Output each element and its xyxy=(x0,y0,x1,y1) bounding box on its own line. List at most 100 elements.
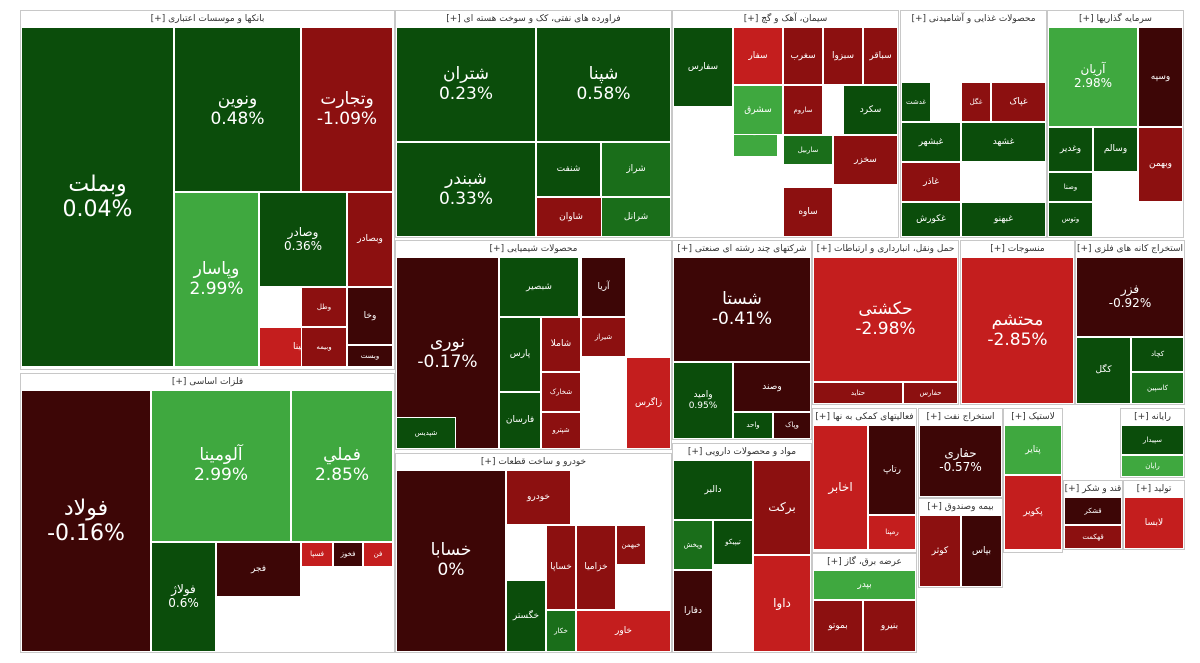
sector-header[interactable]: لاستیک [+] xyxy=(1004,409,1062,425)
tile-rubber-0[interactable]: پتایر xyxy=(1004,425,1062,475)
tile-chem-4[interactable]: شیراز xyxy=(581,317,626,357)
tile-cement-10[interactable]: سکرد xyxy=(843,85,898,135)
tile-food-7[interactable]: غبهنو xyxy=(961,202,1046,237)
tile-banks-2[interactable]: وتجارت -1.09% xyxy=(301,27,393,192)
tile-oil-6[interactable]: شنفت xyxy=(536,142,601,197)
tile-pharma-2[interactable]: تیپیکو xyxy=(713,520,753,565)
tile-pharma-4[interactable]: دفارا xyxy=(673,570,713,652)
tile-metals-1[interactable]: آلومينا 2.99% xyxy=(151,390,291,542)
tile-invest-0[interactable]: آریان 2.98% xyxy=(1048,27,1138,127)
tile-banks-5[interactable]: وبصادر xyxy=(347,192,393,287)
tile-oil-5[interactable]: شرانل xyxy=(601,197,671,237)
tile-metals-0[interactable]: فولاد -0.16% xyxy=(21,390,151,652)
tile-cement-7[interactable]: ساربیل xyxy=(783,135,833,165)
tile-sugar-1[interactable]: قهکمت xyxy=(1064,525,1122,549)
tile-telecom-2[interactable]: رمپنا xyxy=(868,515,916,550)
sector-header[interactable]: محصولات شیمیایی [+] xyxy=(396,241,671,257)
sector-header[interactable]: حمل ونقل، انبارداری و ارتباطات [+] xyxy=(813,241,958,257)
tile-telecom-1[interactable]: رتاپ xyxy=(868,425,916,515)
tile-invest-6[interactable]: وتوس xyxy=(1048,202,1093,237)
tile-metals-6[interactable]: فخوز xyxy=(333,542,363,567)
tile-food-0[interactable]: غگل xyxy=(961,82,991,122)
tile-chem-9[interactable]: شپترو xyxy=(541,412,581,449)
tile-banks-7[interactable]: وطل xyxy=(301,287,347,327)
tile-pharma-1[interactable]: برکت xyxy=(753,460,811,555)
tile-insurance-0[interactable]: کوثر xyxy=(919,515,961,587)
tile-multi-3[interactable]: وپاک xyxy=(773,412,811,439)
tile-chem-6[interactable]: شخارک xyxy=(541,372,581,412)
tile-oil-1[interactable]: شپنا 0.58% xyxy=(536,27,671,142)
sector-header[interactable]: منسوجات [+] xyxy=(961,241,1074,257)
tile-appliance-0[interactable]: لابسا xyxy=(1124,497,1184,549)
tile-metals-5[interactable]: فسپا xyxy=(301,542,333,567)
sector-header[interactable]: عرضه برق، گاز [+] xyxy=(813,554,916,570)
sector-header[interactable]: شرکتهای چند رشته ای صنعتی [+] xyxy=(673,241,811,257)
tile-invest-1[interactable]: وسپه xyxy=(1138,27,1183,127)
tile-invest-4[interactable]: وصنا xyxy=(1048,172,1093,202)
tile-mining-3[interactable]: کاسپین xyxy=(1131,372,1184,404)
tile-pharma-0[interactable]: دالبر xyxy=(673,460,753,520)
tile-banks-9[interactable]: وبیمه xyxy=(301,327,347,367)
tile-metals-3[interactable]: فولاژ 0.6% xyxy=(151,542,216,652)
tile-transport-0[interactable]: حکشتی -2.98% xyxy=(813,257,958,382)
tile-oil-3[interactable]: شراز xyxy=(601,142,671,197)
tile-cement-9[interactable]: ساوه xyxy=(783,187,833,237)
tile-cement-2[interactable]: سفار xyxy=(733,27,783,85)
tile-cement-4[interactable]: سبزوا xyxy=(823,27,863,85)
tile-banks-10[interactable]: وبست xyxy=(347,345,393,367)
tile-invest-5[interactable]: وبهمن xyxy=(1138,127,1183,202)
tile-sugar-0[interactable]: قشکر xyxy=(1064,497,1122,525)
sector-header[interactable]: سیمان، آهک و گچ [+] xyxy=(673,11,898,27)
tile-pharma-5[interactable]: داوا xyxy=(753,555,811,652)
tile-rubber-1[interactable]: پکویر xyxy=(1004,475,1062,550)
tile-textile-0[interactable]: محتشم -2.85% xyxy=(961,257,1074,404)
tile-banks-3[interactable]: وپاسار 2.99% xyxy=(174,192,259,367)
tile-mining-2[interactable]: کچاد xyxy=(1131,337,1184,372)
tile-power-2[interactable]: بنیرو xyxy=(863,600,916,652)
tile-banks-6[interactable]: وخا xyxy=(347,287,393,345)
tile-auto-1[interactable]: خودرو xyxy=(506,470,571,525)
tile-banks-0[interactable]: وبملت 0.04% xyxy=(21,27,174,367)
tile-banks-1[interactable]: ونوین 0.48% xyxy=(174,27,301,192)
tile-transport-1[interactable]: حتايد xyxy=(813,382,903,404)
sector-header[interactable]: سرمایه گذاریها [+] xyxy=(1048,11,1183,27)
tile-auto-3[interactable]: خگستر xyxy=(506,580,546,652)
sector-header[interactable]: محصولات غذایی و آشامیدنی [+] xyxy=(901,11,1046,27)
tile-chem-10[interactable]: زاگرس xyxy=(626,357,671,449)
tile-software-1[interactable]: رایان xyxy=(1121,455,1184,477)
tile-auto-0[interactable]: خسابا 0% xyxy=(396,470,506,652)
tile-multi-0[interactable]: شستا -0.41% xyxy=(673,257,811,362)
tile-power-1[interactable]: بموتو xyxy=(813,600,863,652)
tile-metals-2[interactable]: فملي 2.85% xyxy=(291,390,393,542)
sector-header[interactable]: استخراج نفت [+] xyxy=(919,409,1002,425)
tile-pharma-3[interactable]: وپخش xyxy=(673,520,713,570)
tile-insurance-1[interactable]: بپاس xyxy=(961,515,1002,587)
tile-cement-11[interactable]: سباقر xyxy=(863,27,898,85)
tile-auto-5[interactable]: خزامیا xyxy=(576,525,616,610)
tile-invest-3[interactable]: وغدیر xyxy=(1048,127,1093,172)
tile-mining-1[interactable]: کگل xyxy=(1076,337,1131,404)
sector-header[interactable]: فراورده های نفتی، کک و سوخت هسته ای [+] xyxy=(396,11,671,27)
tile-cement-8[interactable]: سخزر xyxy=(833,135,898,185)
tile-chem-1[interactable]: شبصیر xyxy=(499,257,579,317)
tile-chem-7[interactable]: فارسان xyxy=(499,392,541,449)
sector-header[interactable]: استخراج کانه های فلزی [+] xyxy=(1076,241,1184,257)
tile-food-6[interactable]: غشهد xyxy=(961,122,1046,162)
tile-food-1[interactable]: غدشت xyxy=(901,82,931,122)
tile-auto-7[interactable]: خاور xyxy=(576,610,671,652)
tile-food-2[interactable]: غبشهر xyxy=(901,122,961,162)
tile-chem-8[interactable]: شپدیس xyxy=(396,417,456,449)
tile-cement-5[interactable]: ساروم xyxy=(783,85,823,135)
tile-multi-1[interactable]: وامید 0.95% xyxy=(673,362,733,439)
sector-header[interactable]: فلزات اساسی [+] xyxy=(21,374,394,390)
tile-banks-4[interactable]: وصادر 0.36% xyxy=(259,192,347,287)
sector-header[interactable]: بیمه وصندوق [+] xyxy=(919,499,1002,515)
sector-header[interactable]: فعالیتهای کمکی به نها [+] xyxy=(813,409,916,425)
tile-food-3[interactable]: غپاک xyxy=(991,82,1046,122)
tile-multi-4[interactable]: واحد xyxy=(733,412,773,439)
tile-invest-2[interactable]: وسالم xyxy=(1093,127,1138,172)
tile-metals-7[interactable]: فن xyxy=(363,542,393,567)
tile-cement-3[interactable]: سغرب xyxy=(783,27,823,85)
sector-header[interactable]: بانکها و موسسات اعتباری [+] xyxy=(21,11,394,27)
tile-oil-4[interactable]: شاوان xyxy=(536,197,606,237)
